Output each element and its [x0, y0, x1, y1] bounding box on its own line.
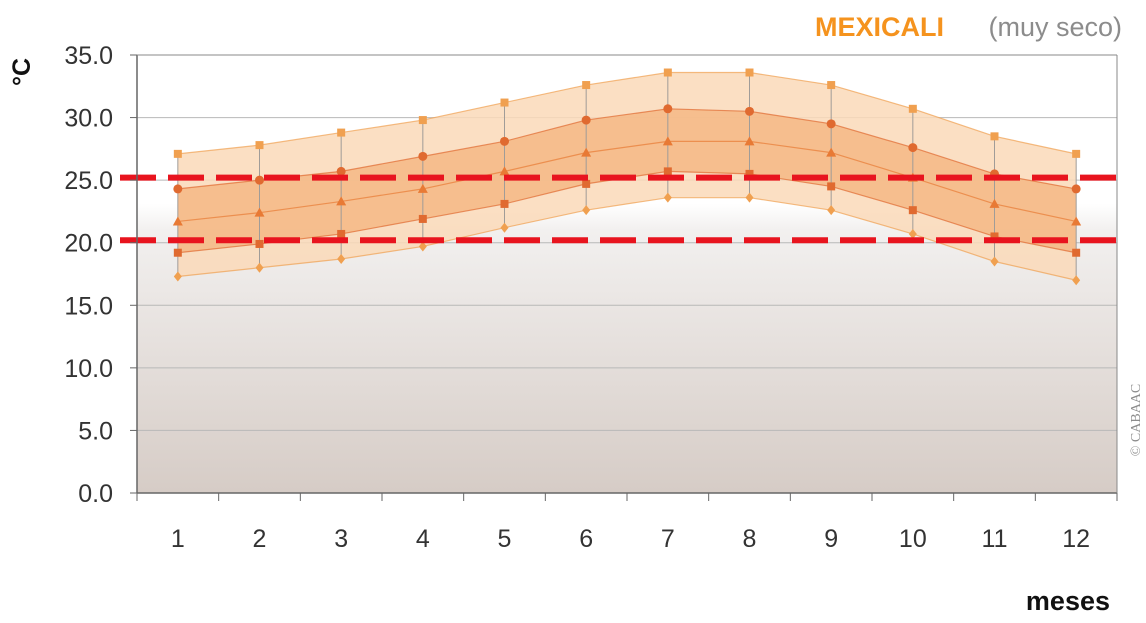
series-line	[177, 197, 1077, 281]
data-point	[662, 136, 673, 146]
data-point	[990, 132, 999, 141]
data-point	[582, 81, 591, 90]
chart-title: MEXICALI	[815, 12, 944, 42]
data-point	[336, 196, 347, 206]
data-point	[255, 239, 264, 248]
y-tick-label: 0.0	[78, 480, 113, 508]
x-tick-label: 5	[498, 525, 512, 553]
data-point	[173, 149, 182, 158]
data-point	[827, 81, 836, 90]
data-point	[255, 141, 264, 150]
x-tick-label: 2	[253, 525, 267, 553]
data-point	[500, 222, 509, 233]
x-tick-label: 3	[334, 525, 348, 553]
data-point	[827, 205, 836, 216]
data-point	[173, 184, 183, 194]
x-tick-label: 7	[661, 525, 675, 553]
data-point	[663, 167, 672, 176]
x-tick-label: 11	[982, 525, 1008, 553]
data-point	[582, 205, 591, 216]
data-point	[255, 175, 264, 185]
y-tick-label: 15.0	[64, 292, 113, 320]
y-tick-label: 20.0	[64, 230, 113, 258]
x-tick-label: 8	[743, 525, 757, 553]
data-point	[826, 119, 836, 129]
data-point	[990, 256, 999, 267]
data-point	[663, 192, 672, 203]
data-point	[500, 136, 509, 146]
y-axis-label: °C	[8, 58, 36, 86]
x-axis-label: meses	[1026, 586, 1110, 616]
data-point	[581, 115, 591, 125]
data-point	[1072, 248, 1081, 257]
data-point	[989, 198, 1000, 208]
data-point	[581, 147, 592, 157]
y-tick-label: 35.0	[64, 42, 113, 70]
data-point	[745, 169, 754, 178]
data-point	[418, 241, 427, 252]
data-point	[255, 262, 264, 273]
data-point	[499, 166, 510, 176]
data-point	[1071, 216, 1082, 226]
data-point	[582, 179, 591, 188]
data-point	[745, 68, 754, 77]
data-point	[663, 68, 672, 77]
series-line	[177, 140, 1077, 223]
data-point	[1072, 275, 1081, 286]
data-point	[418, 214, 427, 223]
data-point	[1071, 184, 1081, 194]
data-point	[418, 116, 427, 125]
data-point	[336, 166, 346, 176]
data-point	[500, 98, 509, 107]
data-point	[908, 228, 917, 239]
chart-subtitle: (muy seco)	[988, 12, 1122, 42]
data-point	[418, 151, 428, 161]
x-tick-label: 4	[416, 525, 430, 553]
data-point	[908, 104, 917, 113]
data-point	[827, 182, 836, 191]
data-point	[663, 104, 673, 114]
x-tick-label: 12	[1062, 525, 1090, 553]
data-point	[908, 206, 917, 215]
data-point	[173, 248, 182, 257]
data-point	[500, 199, 509, 208]
y-tick-label: 5.0	[78, 417, 113, 445]
series-line	[177, 71, 1077, 155]
y-tick-label: 10.0	[64, 355, 113, 383]
data-point	[745, 106, 754, 116]
inner-band	[177, 108, 1077, 253]
data-point	[908, 143, 918, 153]
data-point	[1072, 149, 1081, 158]
series-line	[177, 108, 1077, 190]
copyright-text: © CABAAC	[1129, 384, 1144, 456]
x-tick-label: 1	[171, 525, 185, 553]
data-point	[337, 229, 346, 238]
x-tick-label: 9	[824, 525, 838, 553]
data-point	[990, 232, 999, 241]
data-point	[417, 183, 428, 193]
data-point	[337, 128, 346, 137]
data-point	[826, 147, 837, 157]
data-point	[745, 192, 754, 203]
data-point	[337, 253, 346, 264]
x-tick-label: 10	[899, 525, 927, 553]
data-point	[254, 207, 265, 217]
y-tick-label: 30.0	[64, 105, 113, 133]
x-tick-label: 6	[579, 525, 593, 553]
data-point	[744, 136, 755, 146]
y-tick-label: 25.0	[64, 167, 113, 195]
data-point	[173, 271, 182, 282]
data-point	[172, 216, 183, 226]
